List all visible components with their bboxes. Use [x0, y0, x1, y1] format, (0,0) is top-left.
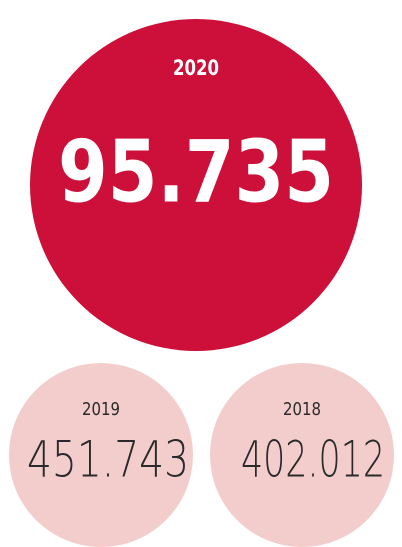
main-item: 2020 95.735 — [30, 19, 362, 351]
item-value: 402.012 — [241, 431, 385, 489]
item-circle — [210, 363, 394, 547]
main-year: 2020 — [173, 56, 219, 80]
item-value: 451.743 — [27, 431, 189, 489]
item-year: 2019 — [82, 399, 120, 420]
item-year: 2018 — [283, 399, 321, 420]
item: 2018 402.012 — [210, 363, 394, 547]
item-circle — [9, 363, 193, 547]
main-value: 95.735 — [58, 122, 334, 222]
main-circle — [30, 19, 362, 351]
item: 2019 451.743 — [9, 363, 193, 547]
